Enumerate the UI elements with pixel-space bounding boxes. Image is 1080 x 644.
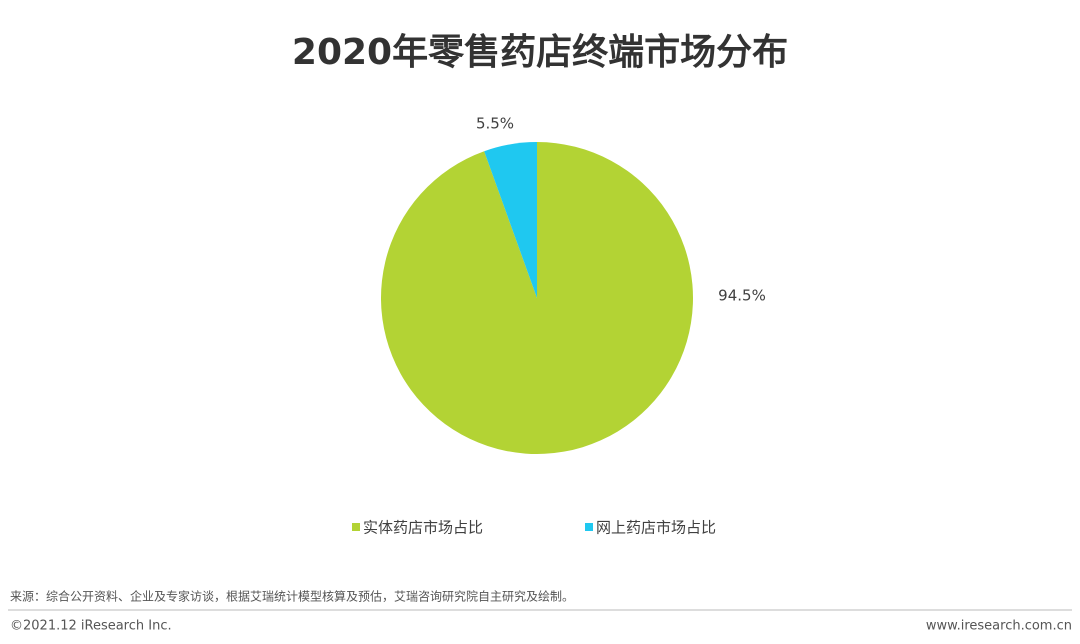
legend-swatch xyxy=(585,523,593,531)
pie-slice xyxy=(484,142,537,298)
chart-title: 2020年零售药店终端市场分布 xyxy=(292,32,788,73)
data-label: 5.5% xyxy=(476,115,514,133)
data-label: 94.5% xyxy=(718,287,766,305)
copyright: ©2021.12 iResearch Inc. xyxy=(10,619,172,634)
legend-label: 网上药店市场占比 xyxy=(596,519,716,537)
legend-swatch xyxy=(352,523,360,531)
website: www.iresearch.com.cn xyxy=(926,619,1072,634)
source-note: 来源：综合公开资料、企业及专家访谈，根据艾瑞统计模型核算及预估，艾瑞咨询研究院自… xyxy=(10,589,574,604)
legend-label: 实体药店市场占比 xyxy=(363,519,483,537)
